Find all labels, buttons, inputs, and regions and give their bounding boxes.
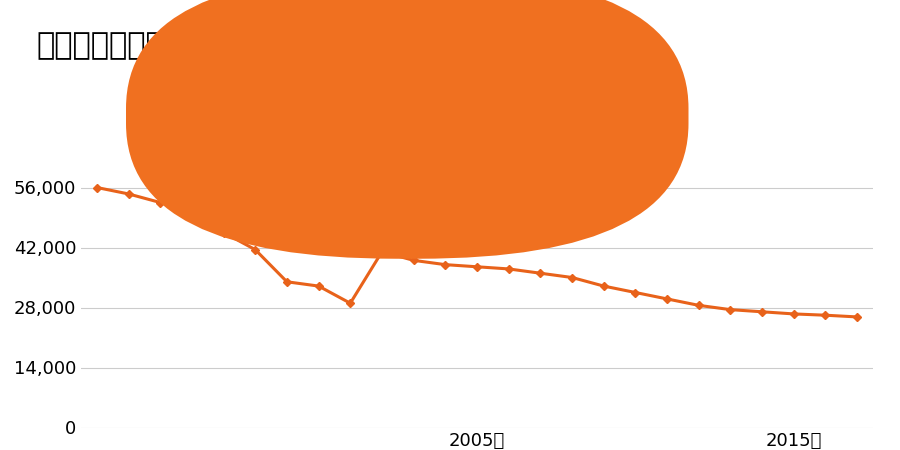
Text: 価格: 価格 xyxy=(428,104,449,122)
Text: 奈良県吉野郡大淀町大字北野１８番１２の地価推移: 奈良県吉野郡大淀町大字北野１８番１２の地価推移 xyxy=(36,32,455,60)
